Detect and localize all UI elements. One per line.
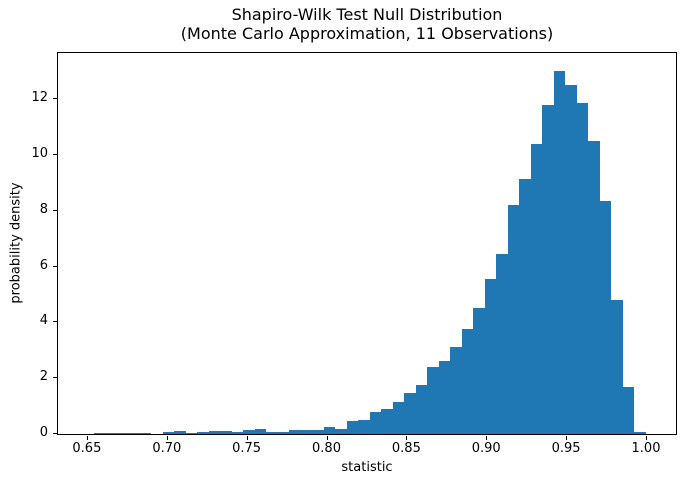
histogram-bar	[105, 433, 117, 434]
y-tick-label: 8	[39, 201, 48, 217]
x-tick-label: 0.85	[391, 441, 421, 456]
y-tick	[53, 433, 57, 434]
histogram-bar	[254, 428, 267, 434]
y-tick-label: 4	[39, 313, 48, 329]
x-tick	[566, 436, 568, 440]
histogram-bar	[473, 308, 485, 434]
x-tick	[486, 436, 488, 440]
y-tick	[53, 98, 57, 100]
histogram-bar	[404, 392, 416, 434]
histogram-bar	[542, 104, 554, 434]
histogram-bar	[496, 253, 508, 434]
y-tick	[53, 265, 57, 267]
histogram-bar	[243, 430, 255, 434]
histogram-bar	[289, 430, 301, 434]
histogram-bar	[553, 71, 566, 434]
histogram-bar	[484, 279, 497, 434]
histogram-bar	[565, 85, 577, 434]
histogram-bar	[335, 428, 347, 434]
histogram-bar	[415, 385, 428, 434]
x-tick-label: 0.90	[471, 441, 501, 456]
histogram-bar	[185, 433, 198, 434]
histogram-bar	[266, 431, 278, 434]
y-axis-label: probability density	[8, 182, 24, 304]
histogram-bar	[588, 140, 600, 434]
chart-title-line1: Shapiro-Wilk Test Null Distribution	[231, 5, 503, 24]
histogram-bar	[461, 329, 474, 434]
x-tick	[646, 436, 647, 440]
x-tick-label: 0.80	[312, 441, 341, 456]
y-tick	[53, 321, 57, 323]
y-tick-label: 10	[31, 145, 48, 161]
histogram-bar	[450, 347, 462, 434]
y-tick	[53, 153, 57, 155]
y-tick-label: 12	[31, 90, 48, 106]
histogram-bar	[507, 205, 520, 434]
histogram-bar	[197, 432, 209, 434]
histogram-bar	[323, 427, 336, 434]
y-tick-label: 0	[39, 425, 48, 440]
histogram-bar	[346, 421, 359, 434]
x-tick	[406, 436, 408, 440]
histogram-bar	[300, 429, 313, 434]
x-tick-label: 0.70	[152, 441, 182, 456]
x-tick-label: 0.95	[551, 441, 581, 456]
histogram-bar	[622, 386, 635, 434]
x-axis-label: statistic	[341, 460, 393, 475]
y-tick	[53, 209, 57, 211]
plot-area	[57, 52, 677, 435]
histogram-bar	[381, 408, 393, 434]
histogram-bar	[220, 431, 232, 434]
y-tick	[53, 377, 57, 379]
y-tick-label: 2	[39, 369, 48, 385]
histogram-bar	[427, 367, 439, 434]
x-tick	[86, 436, 88, 440]
histogram-bar	[312, 430, 324, 434]
histogram-bar	[231, 432, 244, 434]
histogram-bar	[634, 431, 646, 434]
histogram-bar	[576, 103, 589, 434]
histogram-bar	[116, 432, 129, 434]
histogram-bar	[369, 411, 382, 434]
histogram-bar	[599, 200, 612, 434]
x-tick	[326, 436, 328, 440]
chart-title: Shapiro-Wilk Test Null Distribution (Mon…	[57, 5, 677, 43]
histogram-bar	[93, 433, 106, 434]
histogram-bar	[611, 300, 623, 434]
histogram-bar	[519, 178, 531, 434]
histogram-bar	[174, 431, 186, 434]
histogram-bar	[358, 419, 370, 434]
histogram-bar	[208, 430, 221, 434]
histogram-bar	[162, 432, 175, 434]
histogram-bar	[530, 143, 543, 434]
histogram-bar	[438, 361, 451, 434]
histogram-bar	[392, 402, 405, 434]
histogram-bar	[128, 432, 140, 434]
chart-title-line2: (Monte Carlo Approximation, 11 Observati…	[180, 24, 554, 43]
histogram-bar	[139, 433, 152, 434]
x-tick-label: 1.00	[631, 441, 661, 456]
x-tick-label: 0.75	[232, 441, 262, 456]
x-tick	[246, 436, 248, 440]
y-tick-label: 6	[39, 257, 48, 273]
histogram-bar	[277, 431, 290, 434]
x-tick	[166, 436, 168, 440]
x-tick-label: 0.65	[72, 441, 102, 456]
